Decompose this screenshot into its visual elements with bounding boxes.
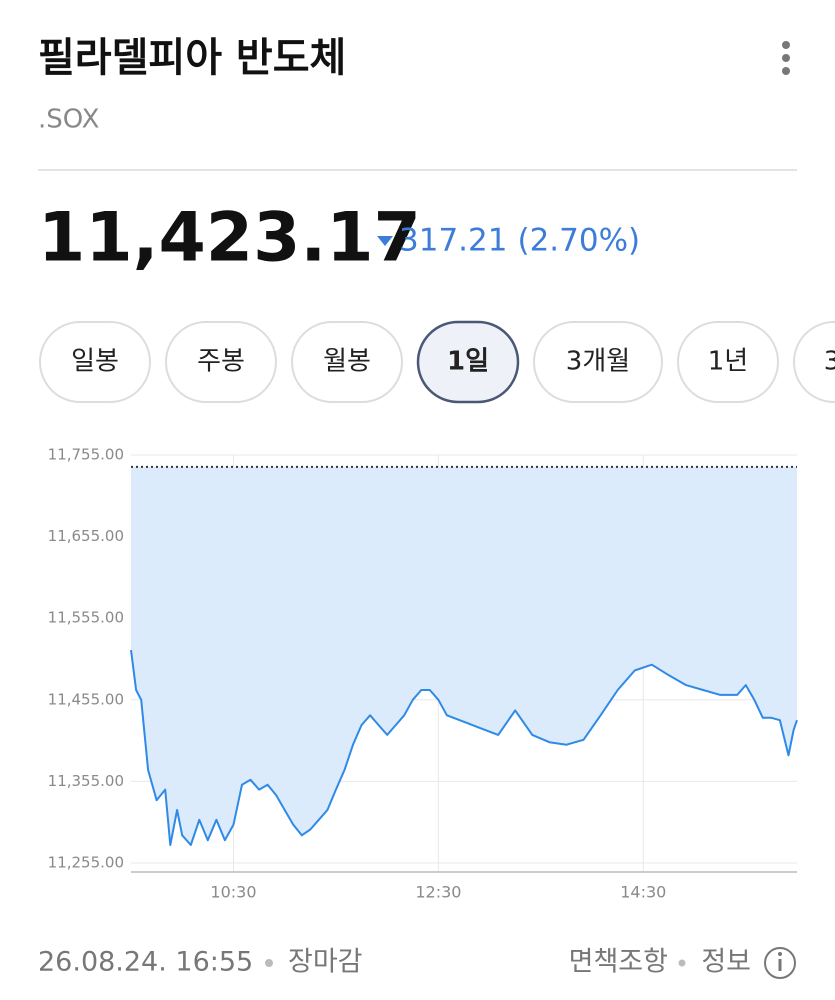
info-dot [778,952,782,956]
tab[interactable]: 1년 [677,321,779,403]
y-tick-label: 11,455.00 [48,690,124,708]
disclaimer[interactable]: 면책조항 [569,947,668,978]
menu-button[interactable] [782,41,790,75]
chart: 11,255.00 11,355.00 11,455.00 11,555.00 11,6… [48,446,798,902]
tab-pill [793,321,835,403]
timestamp: 26.08.24. 16:55 [38,947,253,978]
price-line [130,649,798,846]
separator [678,959,686,967]
x-tick-label: 10:30 [210,883,256,902]
tab-pill [533,321,663,403]
y-tick-label: 11,655.00 [48,527,124,545]
tab-pill [291,321,403,403]
info-stem [778,959,782,971]
tab[interactable]: 월봉 [291,321,403,403]
menu-dot [782,54,790,62]
menu-dot [782,41,790,49]
tab-label: 3개월 [566,347,630,377]
menu-dot [782,67,790,75]
tab[interactable]: 일봉 [39,321,151,403]
y-tick-label: 11,355.00 [48,772,124,790]
tabs: 일봉 주봉 월봉 1일 3개월 1년 3년 [39,320,835,404]
tab[interactable]: 3개월 [533,321,663,403]
price: 11,423.17 [38,199,421,278]
title: 필라델피아 반도체 [38,35,346,81]
info-icon[interactable] [764,947,796,979]
x-tick-label: 14:30 [620,883,666,902]
change-pct: (2.70%) [517,223,640,259]
separator [265,959,273,967]
x-tick-label: 12:30 [415,883,461,902]
down-arrow [377,236,393,246]
info-circle [764,947,796,979]
tab-label: 1년 [708,347,748,377]
tab-pill [165,321,277,403]
change: 317.21 [399,223,507,259]
tab-pill [416,320,520,404]
y-tick-label: 11,255.00 [48,854,124,872]
tab-label: 주봉 [197,347,245,377]
y-tick-label: 11,755.00 [48,446,124,464]
tab-label: 월봉 [323,347,371,377]
tab-pill [39,321,151,403]
tab-label: 일봉 [71,347,119,377]
tab-pill [677,321,779,403]
ticker: .SOX [38,105,99,135]
tab-label: 1일 [447,347,489,377]
tab-label: 3년 [824,347,835,377]
market-status: 장마감 [288,947,363,978]
area-fill [131,466,797,845]
tab[interactable]: 주봉 [165,321,277,403]
tab[interactable]: 1일 [416,320,520,404]
y-tick-label: 11,555.00 [48,609,124,627]
info-link[interactable]: 정보 [701,947,751,978]
tab[interactable]: 3년 [793,321,835,403]
